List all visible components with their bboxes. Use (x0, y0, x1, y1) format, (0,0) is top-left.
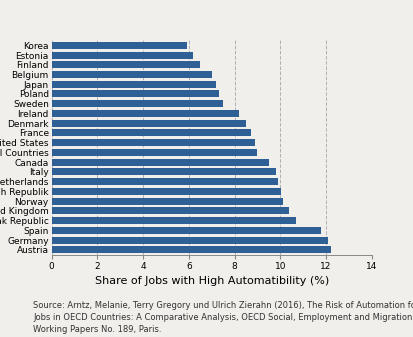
Bar (52, 197, 282, 205)
Bar (52, 61, 200, 68)
Bar (52, 120, 246, 127)
Bar (52, 168, 276, 175)
Bar (52, 178, 278, 185)
Bar (52, 217, 296, 224)
Bar (52, 100, 223, 107)
Bar (52, 227, 321, 234)
Bar (52, 188, 281, 195)
Bar (52, 139, 255, 146)
Bar (52, 246, 330, 253)
Bar (52, 129, 251, 136)
X-axis label: Share of Jobs with High Automatibility (%): Share of Jobs with High Automatibility (… (95, 276, 329, 286)
Bar (52, 91, 218, 97)
Bar (52, 71, 211, 78)
Bar (52, 81, 216, 88)
Bar (52, 42, 187, 49)
Text: Source: Arntz, Melanie, Terry Gregory und Ulrich Zierahn (2016), The Risk of Aut: Source: Arntz, Melanie, Terry Gregory un… (33, 301, 413, 334)
Bar (52, 149, 257, 156)
Bar (52, 237, 328, 244)
Bar (52, 52, 193, 59)
Bar (52, 159, 269, 166)
Bar (52, 207, 290, 214)
Bar (52, 110, 239, 117)
